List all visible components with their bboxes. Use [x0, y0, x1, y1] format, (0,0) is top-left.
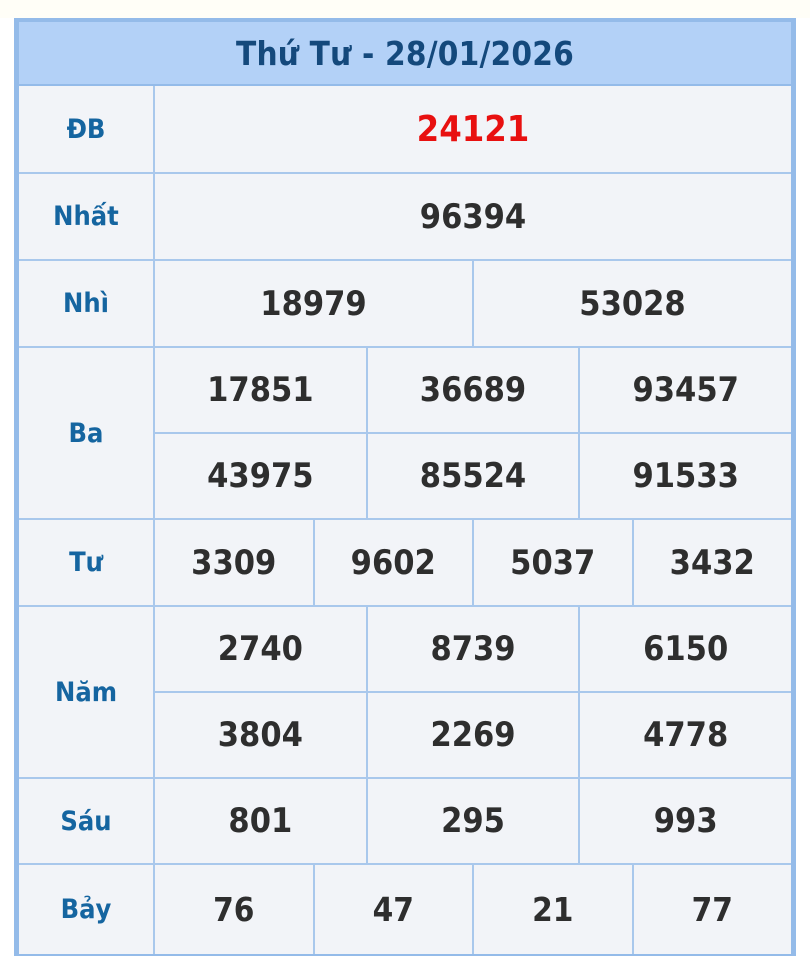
table-row: Ba 17851 36689 93457 43975 85524 91533	[19, 348, 791, 520]
prize-number: 8739	[365, 607, 579, 691]
prize-number: 47	[312, 865, 473, 954]
table-row: ĐB 24121	[19, 86, 791, 174]
prize-number: 36689	[365, 348, 579, 432]
value-line: 18979 53028	[155, 261, 791, 346]
table-row: Bảy 76 47 21 77	[19, 865, 791, 954]
value-line: 24121	[155, 86, 791, 172]
lottery-results-table: Thứ Tư - 28/01/2026 ĐB 24121 Nhất 96394 …	[14, 18, 796, 956]
prize-number: 76	[213, 890, 255, 929]
prize-values-nhat: 96394	[155, 174, 791, 259]
prize-values-nhi: 18979 53028	[155, 261, 791, 346]
prize-number: 91533	[578, 434, 791, 518]
prize-number: 85524	[365, 434, 579, 518]
prize-values-ba: 17851 36689 93457 43975 85524 91533	[155, 348, 791, 518]
prize-label-bay: Bảy	[19, 865, 155, 954]
table-row: Sáu 801 295 993	[19, 779, 791, 865]
prize-number: 21	[472, 865, 632, 954]
prize-number: 18979	[260, 283, 367, 324]
prize-number: 93457	[578, 348, 791, 432]
value-line: 2740 8739 6150	[155, 607, 791, 691]
value-line: 43975 85524 91533	[155, 432, 791, 518]
value-line: 3804 2269 4778	[155, 691, 791, 777]
page-title: Thứ Tư - 28/01/2026	[236, 33, 574, 73]
prize-values-sau: 801 295 993	[155, 779, 791, 863]
prize-number: 9602	[312, 520, 473, 605]
table-row: Nhì 18979 53028	[19, 261, 791, 348]
prize-label-nhat: Nhất	[19, 174, 155, 259]
prize-values-tu: 3309 9602 5037 3432	[155, 520, 791, 605]
prize-number: 6150	[578, 607, 791, 691]
prize-number: 2740	[217, 629, 303, 669]
value-line: 76 47 21 77	[155, 865, 791, 954]
prize-number: 993	[578, 779, 791, 863]
prize-label-sau: Sáu	[19, 779, 155, 863]
prize-number: 3804	[217, 715, 303, 755]
prize-number: 53028	[472, 261, 791, 346]
prize-number: 3432	[631, 520, 792, 605]
prize-number: 3309	[191, 542, 277, 583]
prize-values-nam: 2740 8739 6150 3804 2269 4778	[155, 607, 791, 777]
prize-label-ba: Ba	[19, 348, 155, 518]
table-row: Nhất 96394	[19, 174, 791, 261]
prize-number: 2269	[365, 693, 579, 777]
table-header: Thứ Tư - 28/01/2026	[19, 22, 791, 86]
prize-label-nam: Năm	[19, 607, 155, 777]
table-row: Năm 2740 8739 6150 3804 2269 4778	[19, 607, 791, 779]
value-line: 17851 36689 93457	[155, 348, 791, 432]
prize-number: 77	[631, 865, 792, 954]
prize-values-bay: 76 47 21 77	[155, 865, 791, 954]
prize-label-nhi: Nhì	[19, 261, 155, 346]
prize-number: 96394	[419, 196, 527, 237]
prize-number: 43975	[207, 456, 314, 496]
prize-number: 24121	[416, 108, 530, 150]
value-line: 96394	[155, 174, 791, 259]
prize-number: 295	[365, 779, 579, 863]
value-line: 801 295 993	[155, 779, 791, 863]
prize-label-tu: Tư	[19, 520, 155, 605]
prize-number: 5037	[472, 520, 632, 605]
prize-label-db: ĐB	[19, 86, 155, 172]
prize-number: 17851	[207, 370, 314, 410]
page-top-strip	[0, 0, 810, 18]
prize-number: 801	[228, 801, 293, 841]
prize-values-db: 24121	[155, 86, 791, 172]
table-row: Tư 3309 9602 5037 3432	[19, 520, 791, 607]
prize-number: 4778	[578, 693, 791, 777]
value-line: 3309 9602 5037 3432	[155, 520, 791, 605]
